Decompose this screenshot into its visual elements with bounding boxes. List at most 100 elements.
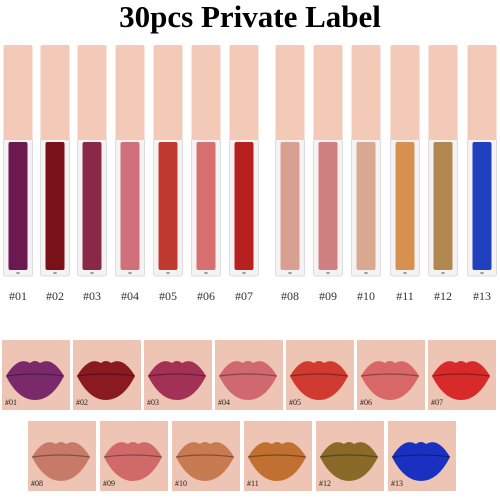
swatch: #01 <box>2 340 70 410</box>
tube-label: #13 <box>473 289 491 303</box>
tube-dot <box>204 272 208 274</box>
swatch-label: #10 <box>175 479 187 488</box>
tube-dot <box>166 272 170 274</box>
swatch-label: #09 <box>103 479 115 488</box>
lip-line <box>103 454 163 458</box>
swatch: #05 <box>286 340 354 410</box>
swatch: #06 <box>357 340 425 410</box>
tube-cap <box>467 45 497 140</box>
tube-liquid <box>45 142 65 270</box>
tube-cap <box>115 45 145 140</box>
lip-line <box>147 373 207 377</box>
tube: #08 <box>275 45 305 303</box>
lips <box>32 442 90 481</box>
tube: #03 <box>77 45 107 303</box>
tube: #10 <box>351 45 381 303</box>
tube-label: #07 <box>235 289 253 303</box>
tube-dot <box>441 272 445 274</box>
tube-liquid <box>356 142 376 270</box>
lips <box>148 361 206 400</box>
tube: #04 <box>115 45 145 303</box>
tube-dot <box>242 272 246 274</box>
tube-dot <box>128 272 132 274</box>
lips <box>432 361 490 400</box>
swatch-label: #05 <box>289 398 301 407</box>
swatch-label: #04 <box>218 398 230 407</box>
tube-cap <box>77 45 107 140</box>
swatch: #08 <box>28 421 96 491</box>
lip-line <box>31 454 91 458</box>
swatch: #13 <box>388 421 456 491</box>
tube-cap <box>229 45 259 140</box>
tube-liquid <box>472 142 492 270</box>
swatch-label: #11 <box>247 479 259 488</box>
tube-label: #04 <box>121 289 139 303</box>
swatch: #04 <box>215 340 283 410</box>
lip-line <box>76 373 136 377</box>
tube-dot <box>326 272 330 274</box>
tube: #02 <box>40 45 70 303</box>
lip-line <box>431 373 491 377</box>
tube-label: #09 <box>319 289 337 303</box>
tube-label: #12 <box>434 289 452 303</box>
lips <box>176 442 234 481</box>
lips <box>219 361 277 400</box>
swatch-label: #06 <box>360 398 372 407</box>
lips <box>77 361 135 400</box>
swatch: #11 <box>244 421 312 491</box>
swatch-label: #02 <box>76 398 88 407</box>
swatch: #03 <box>144 340 212 410</box>
lip-line <box>5 373 65 377</box>
tube-cap <box>351 45 381 140</box>
swatch: #07 <box>428 340 496 410</box>
tube: #13 <box>467 45 497 303</box>
tube-liquid <box>196 142 216 270</box>
tube-liquid <box>82 142 102 270</box>
tube-dot <box>53 272 57 274</box>
tube-dot <box>403 272 407 274</box>
lip-line <box>247 454 307 458</box>
swatch: #12 <box>316 421 384 491</box>
lip-line <box>391 454 451 458</box>
lips <box>361 361 419 400</box>
title: 30pcs Private Label <box>119 0 381 34</box>
tube: #01 <box>3 45 33 303</box>
lip-line <box>175 454 235 458</box>
swatch-label: #13 <box>391 479 403 488</box>
lips <box>104 442 162 481</box>
tube-liquid <box>8 142 28 270</box>
tube-liquid <box>318 142 338 270</box>
lips <box>248 442 306 481</box>
tube-label: #02 <box>46 289 64 303</box>
tube-cap <box>275 45 305 140</box>
swatch-label: #07 <box>431 398 443 407</box>
tube-liquid <box>158 142 178 270</box>
swatch-label: #12 <box>319 479 331 488</box>
tube-cap <box>313 45 343 140</box>
tube-dot <box>480 272 484 274</box>
swatch: #02 <box>73 340 141 410</box>
tube-cap <box>3 45 33 140</box>
tube-dot <box>364 272 368 274</box>
tube-liquid <box>395 142 415 270</box>
tube-dot <box>90 272 94 274</box>
tube-dot <box>16 272 20 274</box>
tube-liquid <box>120 142 140 270</box>
tube: #06 <box>191 45 221 303</box>
lips <box>6 361 64 400</box>
tube-cap <box>428 45 458 140</box>
tube-label: #11 <box>396 289 414 303</box>
tube-liquid <box>280 142 300 270</box>
tube-liquid <box>433 142 453 270</box>
tube-label: #05 <box>159 289 177 303</box>
swatch: #10 <box>172 421 240 491</box>
tube-cap <box>191 45 221 140</box>
swatch-label: #01 <box>5 398 17 407</box>
swatch: #09 <box>100 421 168 491</box>
tube: #11 <box>390 45 420 303</box>
tube-label: #10 <box>357 289 375 303</box>
tube-cap <box>390 45 420 140</box>
lips <box>290 361 348 400</box>
tube-cap <box>40 45 70 140</box>
